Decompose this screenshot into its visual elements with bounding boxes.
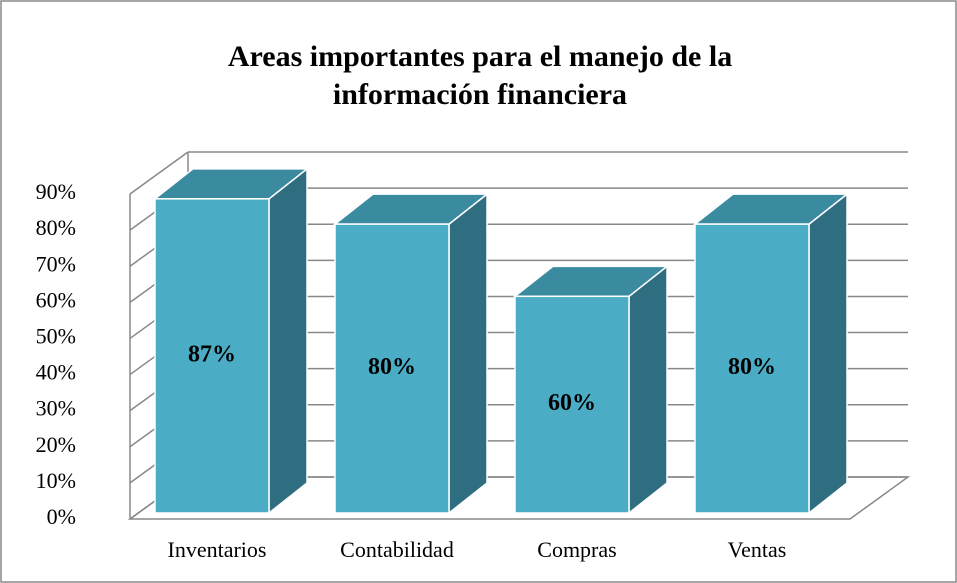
grid-line-side [129, 151, 189, 195]
data-label: 60% [548, 390, 596, 416]
bar-side [448, 192, 488, 515]
y-tick-label: 50% [36, 323, 76, 348]
y-tick-label: 30% [36, 396, 76, 421]
bar [514, 295, 630, 514]
bar [694, 223, 810, 514]
data-label: 80% [728, 354, 776, 380]
x-tick-label: Inventarios [168, 537, 267, 562]
y-tick-label: 70% [36, 251, 76, 276]
bar [154, 198, 270, 514]
y-tick-label: 10% [36, 468, 76, 493]
x-tick-label: Contabilidad [340, 537, 454, 562]
bar-side [268, 167, 308, 515]
data-label: 87% [188, 341, 236, 367]
bar-side [628, 264, 668, 515]
y-tick-label: 20% [36, 432, 76, 457]
x-tick-label: Ventas [728, 537, 787, 562]
data-label: 80% [368, 354, 416, 380]
y-tick-label: 40% [36, 360, 76, 385]
chart-title: Areas importantes para el manejo de la i… [227, 40, 733, 111]
y-tick-label: 0% [47, 504, 76, 529]
x-tick-label: Compras [537, 537, 616, 562]
y-tick-label: 80% [36, 215, 76, 240]
bar [334, 223, 450, 514]
y-tick-label: 90% [36, 179, 76, 204]
y-tick-label: 60% [36, 287, 76, 312]
bar-side [808, 192, 848, 515]
